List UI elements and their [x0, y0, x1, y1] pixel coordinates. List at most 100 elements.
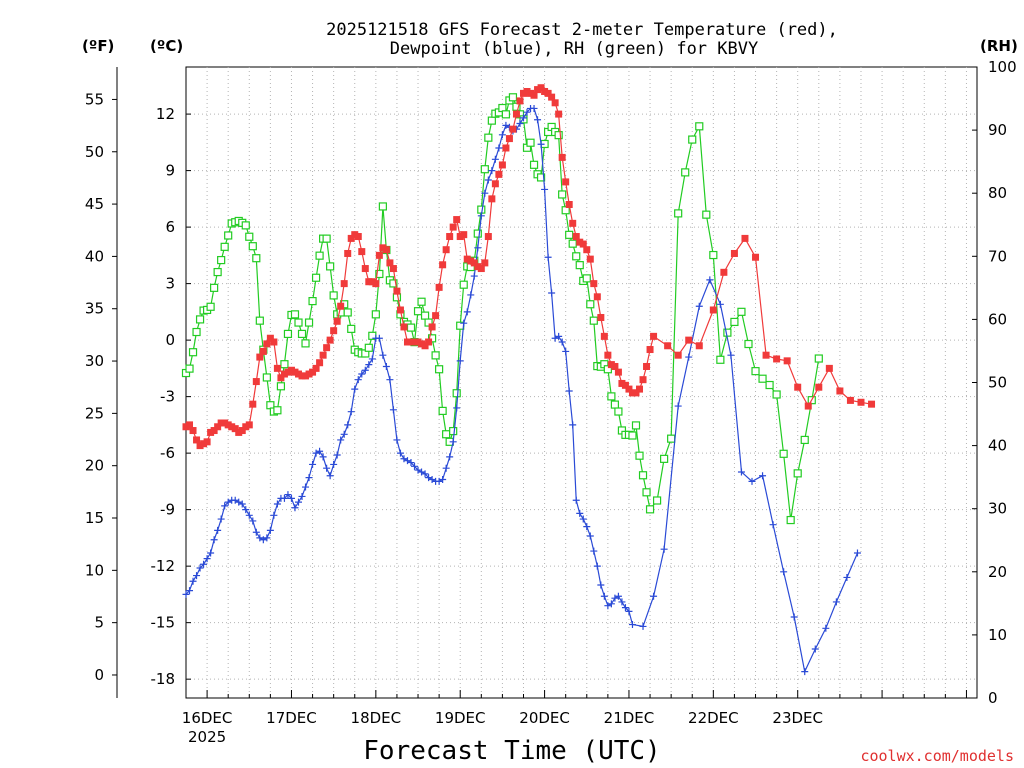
- temperature-point: [720, 268, 728, 276]
- dewpoint-point: [716, 300, 724, 308]
- temperature-point: [460, 231, 468, 239]
- dewpoint-point: [291, 504, 299, 512]
- temperature-point: [231, 425, 239, 433]
- temperature-point: [249, 400, 257, 408]
- temperature-point: [305, 370, 313, 378]
- rh-point: [435, 365, 444, 374]
- dewpoint-point: [193, 572, 201, 580]
- dewpoint-point: [368, 355, 376, 363]
- rh-point: [638, 471, 648, 480]
- temperature-point: [210, 427, 218, 435]
- temperature-point: [407, 338, 415, 346]
- temperature-point: [674, 351, 682, 359]
- dewpoint-point: [365, 361, 373, 369]
- rh-point: [326, 262, 335, 271]
- rh-tick-label: 20: [988, 563, 1007, 581]
- temperature-point: [386, 259, 394, 267]
- rh-point: [206, 302, 215, 311]
- rh-point: [487, 116, 496, 125]
- temperature-point: [836, 387, 844, 395]
- rh-point: [779, 449, 788, 458]
- rh-point: [283, 329, 293, 339]
- rh-point: [480, 165, 489, 174]
- temperature-point: [214, 423, 222, 431]
- fahrenheit-tick-label: 45: [85, 195, 104, 213]
- dewpoint-point: [351, 385, 359, 393]
- rh-point: [427, 334, 437, 343]
- temperature-point: [319, 351, 327, 359]
- dewpoint-point: [759, 472, 767, 480]
- rh-point: [631, 421, 641, 430]
- dewpoint-point: [727, 351, 735, 359]
- rh-tick-label: 10: [988, 626, 1007, 644]
- dewpoint-point: [502, 121, 510, 129]
- dewpoint-point: [411, 462, 419, 470]
- rh-point: [561, 206, 570, 215]
- temperature-point: [846, 396, 854, 404]
- temperature-point: [572, 233, 580, 241]
- dewpoint-point: [298, 492, 306, 500]
- dewpoint-point: [238, 500, 246, 508]
- temperature-point: [650, 332, 658, 340]
- celsius-tick-label: 12: [156, 105, 175, 123]
- dewpoint-point: [245, 511, 253, 519]
- celsius-tick-label: -3: [160, 388, 175, 406]
- temperature-point: [203, 438, 211, 446]
- dewpoint-point: [748, 477, 756, 485]
- temperature-point: [544, 89, 552, 97]
- rh-point: [297, 329, 307, 339]
- temperature-point: [685, 336, 693, 344]
- rh-tick-label: 100: [988, 58, 1017, 76]
- rh-point: [582, 274, 591, 283]
- temperature-point: [614, 368, 622, 376]
- temperature-point: [523, 87, 531, 95]
- temperature-point: [330, 327, 338, 335]
- temperature-point: [382, 246, 390, 254]
- rh-point: [311, 273, 321, 282]
- rh-point: [645, 505, 655, 514]
- temperature-point: [730, 249, 738, 257]
- dewpoint-point: [393, 436, 401, 444]
- dewpoint-point: [221, 502, 229, 510]
- rh-point: [589, 316, 598, 325]
- temperature-point: [365, 278, 373, 286]
- time-tick-sublabel: 2025: [188, 728, 226, 746]
- dewpoint-point: [235, 498, 243, 506]
- temperature-point: [449, 223, 457, 231]
- temperature-point: [505, 135, 513, 143]
- rh-point: [192, 327, 201, 337]
- dewpoint-point: [565, 387, 573, 395]
- temperature-point: [337, 302, 345, 310]
- celsius-tick-label: 6: [165, 218, 175, 236]
- plot-area: [185, 66, 978, 699]
- rh-point: [681, 168, 690, 177]
- temperature-point: [548, 93, 556, 101]
- rh-tick-label: 60: [988, 310, 1007, 328]
- rh-point: [628, 431, 637, 440]
- temperature-point: [333, 317, 341, 325]
- rh-point: [329, 291, 338, 300]
- temperature-point: [323, 344, 331, 352]
- dewpoint-point: [625, 607, 633, 615]
- temperature-point: [481, 259, 489, 267]
- temperature-point: [467, 257, 475, 265]
- rh-point: [195, 315, 205, 324]
- fahrenheit-tick-label: 10: [85, 561, 104, 579]
- rh-tick-label: 90: [988, 121, 1007, 139]
- rh-point: [420, 311, 430, 320]
- rh-point: [800, 435, 809, 445]
- dewpoint-point: [305, 474, 313, 482]
- time-tick-label: 21DEC: [604, 709, 655, 727]
- temperature-point: [354, 233, 362, 241]
- unit-label-rh: (RH): [980, 37, 1018, 55]
- rh-point: [315, 251, 324, 260]
- rh-point: [508, 93, 518, 102]
- dewpoint-point: [832, 598, 840, 606]
- dewpoint-point: [347, 408, 355, 416]
- temperature-point: [625, 385, 633, 393]
- temperature-point: [621, 381, 629, 389]
- rh-point: [406, 323, 416, 332]
- credit-link[interactable]: coolwx.com/models: [860, 747, 1014, 765]
- temperature-point: [266, 334, 274, 342]
- rh-point: [586, 300, 595, 309]
